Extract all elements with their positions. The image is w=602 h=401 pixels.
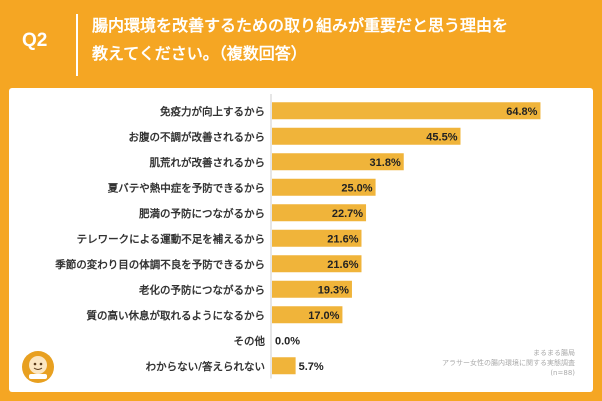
category-label: その他 <box>234 334 266 347</box>
question-line-2: 教えてください。（複数回答） <box>92 44 307 63</box>
bar <box>272 127 461 145</box>
source-note: まるまる腸局 アラサー女性の腸内環境に関する実態調査 (n=88) <box>385 348 575 378</box>
value-label: 31.8% <box>370 157 401 169</box>
bar <box>272 229 362 247</box>
category-label: お腹の不調が改善されるから <box>129 130 266 143</box>
bar <box>272 153 404 171</box>
value-label: 0.0% <box>275 335 300 347</box>
category-label: わからない/答えられない <box>146 360 265 373</box>
bar <box>272 102 541 120</box>
value-label: 21.6% <box>327 233 358 245</box>
question-text: 腸内環境を改善するための取り組みが重要だと思う理由を 教えてください。（複数回答… <box>92 12 592 68</box>
bar <box>272 306 343 324</box>
value-label: 64.8% <box>506 106 537 118</box>
value-label: 22.7% <box>332 208 363 220</box>
question-number: Q2 <box>22 30 48 51</box>
mascot-logo <box>22 351 54 383</box>
category-label: 季節の変わり目の体調不良を予防できるから <box>54 258 265 271</box>
value-label: 19.3% <box>318 284 349 296</box>
category-label: 肥満の予防につながるから <box>139 207 265 220</box>
value-label: 45.5% <box>426 131 457 143</box>
bar <box>272 357 296 375</box>
bar <box>272 178 376 196</box>
bar <box>272 280 352 298</box>
value-label: 25.0% <box>341 182 372 194</box>
category-label: 肌荒れが改善されるから <box>150 156 266 169</box>
bar-chart: 免疫力が向上するから 64.8% お腹の不調が改善されるから 45.5% 肌荒れが改善さ… <box>54 94 541 379</box>
value-label: 21.6% <box>327 259 358 271</box>
category-label: 夏バテや熱中症を予防できるから <box>107 181 265 194</box>
bar <box>272 255 362 273</box>
bar <box>272 204 367 222</box>
value-label: 5.7% <box>299 361 324 373</box>
category-label: 質の高い休息が取れるようになるから <box>87 309 266 322</box>
chart-panel: 免疫力が向上するから 64.8% お腹の不調が改善されるから 45.5% 肌荒れが改善さ… <box>9 88 593 392</box>
header: Q2 腸内環境を改善するための取り組みが重要だと思う理由を 教えてください。（複… <box>0 0 602 88</box>
value-label: 17.0% <box>308 310 339 322</box>
header-divider <box>76 14 78 76</box>
source-line-1: まるまる腸局 <box>533 349 575 357</box>
category-label: 老化の予防につながるから <box>138 283 265 296</box>
question-line-1: 腸内環境を改善するための取り組みが重要だと思う理由を <box>92 16 509 35</box>
source-line-3: (n=88) <box>550 369 575 377</box>
category-label: テレワークによる運動不足を補えるから <box>77 232 265 245</box>
source-line-2: アラサー女性の腸内環境に関する実態調査 <box>442 359 575 367</box>
category-label: 免疫力が向上するから <box>160 105 265 118</box>
